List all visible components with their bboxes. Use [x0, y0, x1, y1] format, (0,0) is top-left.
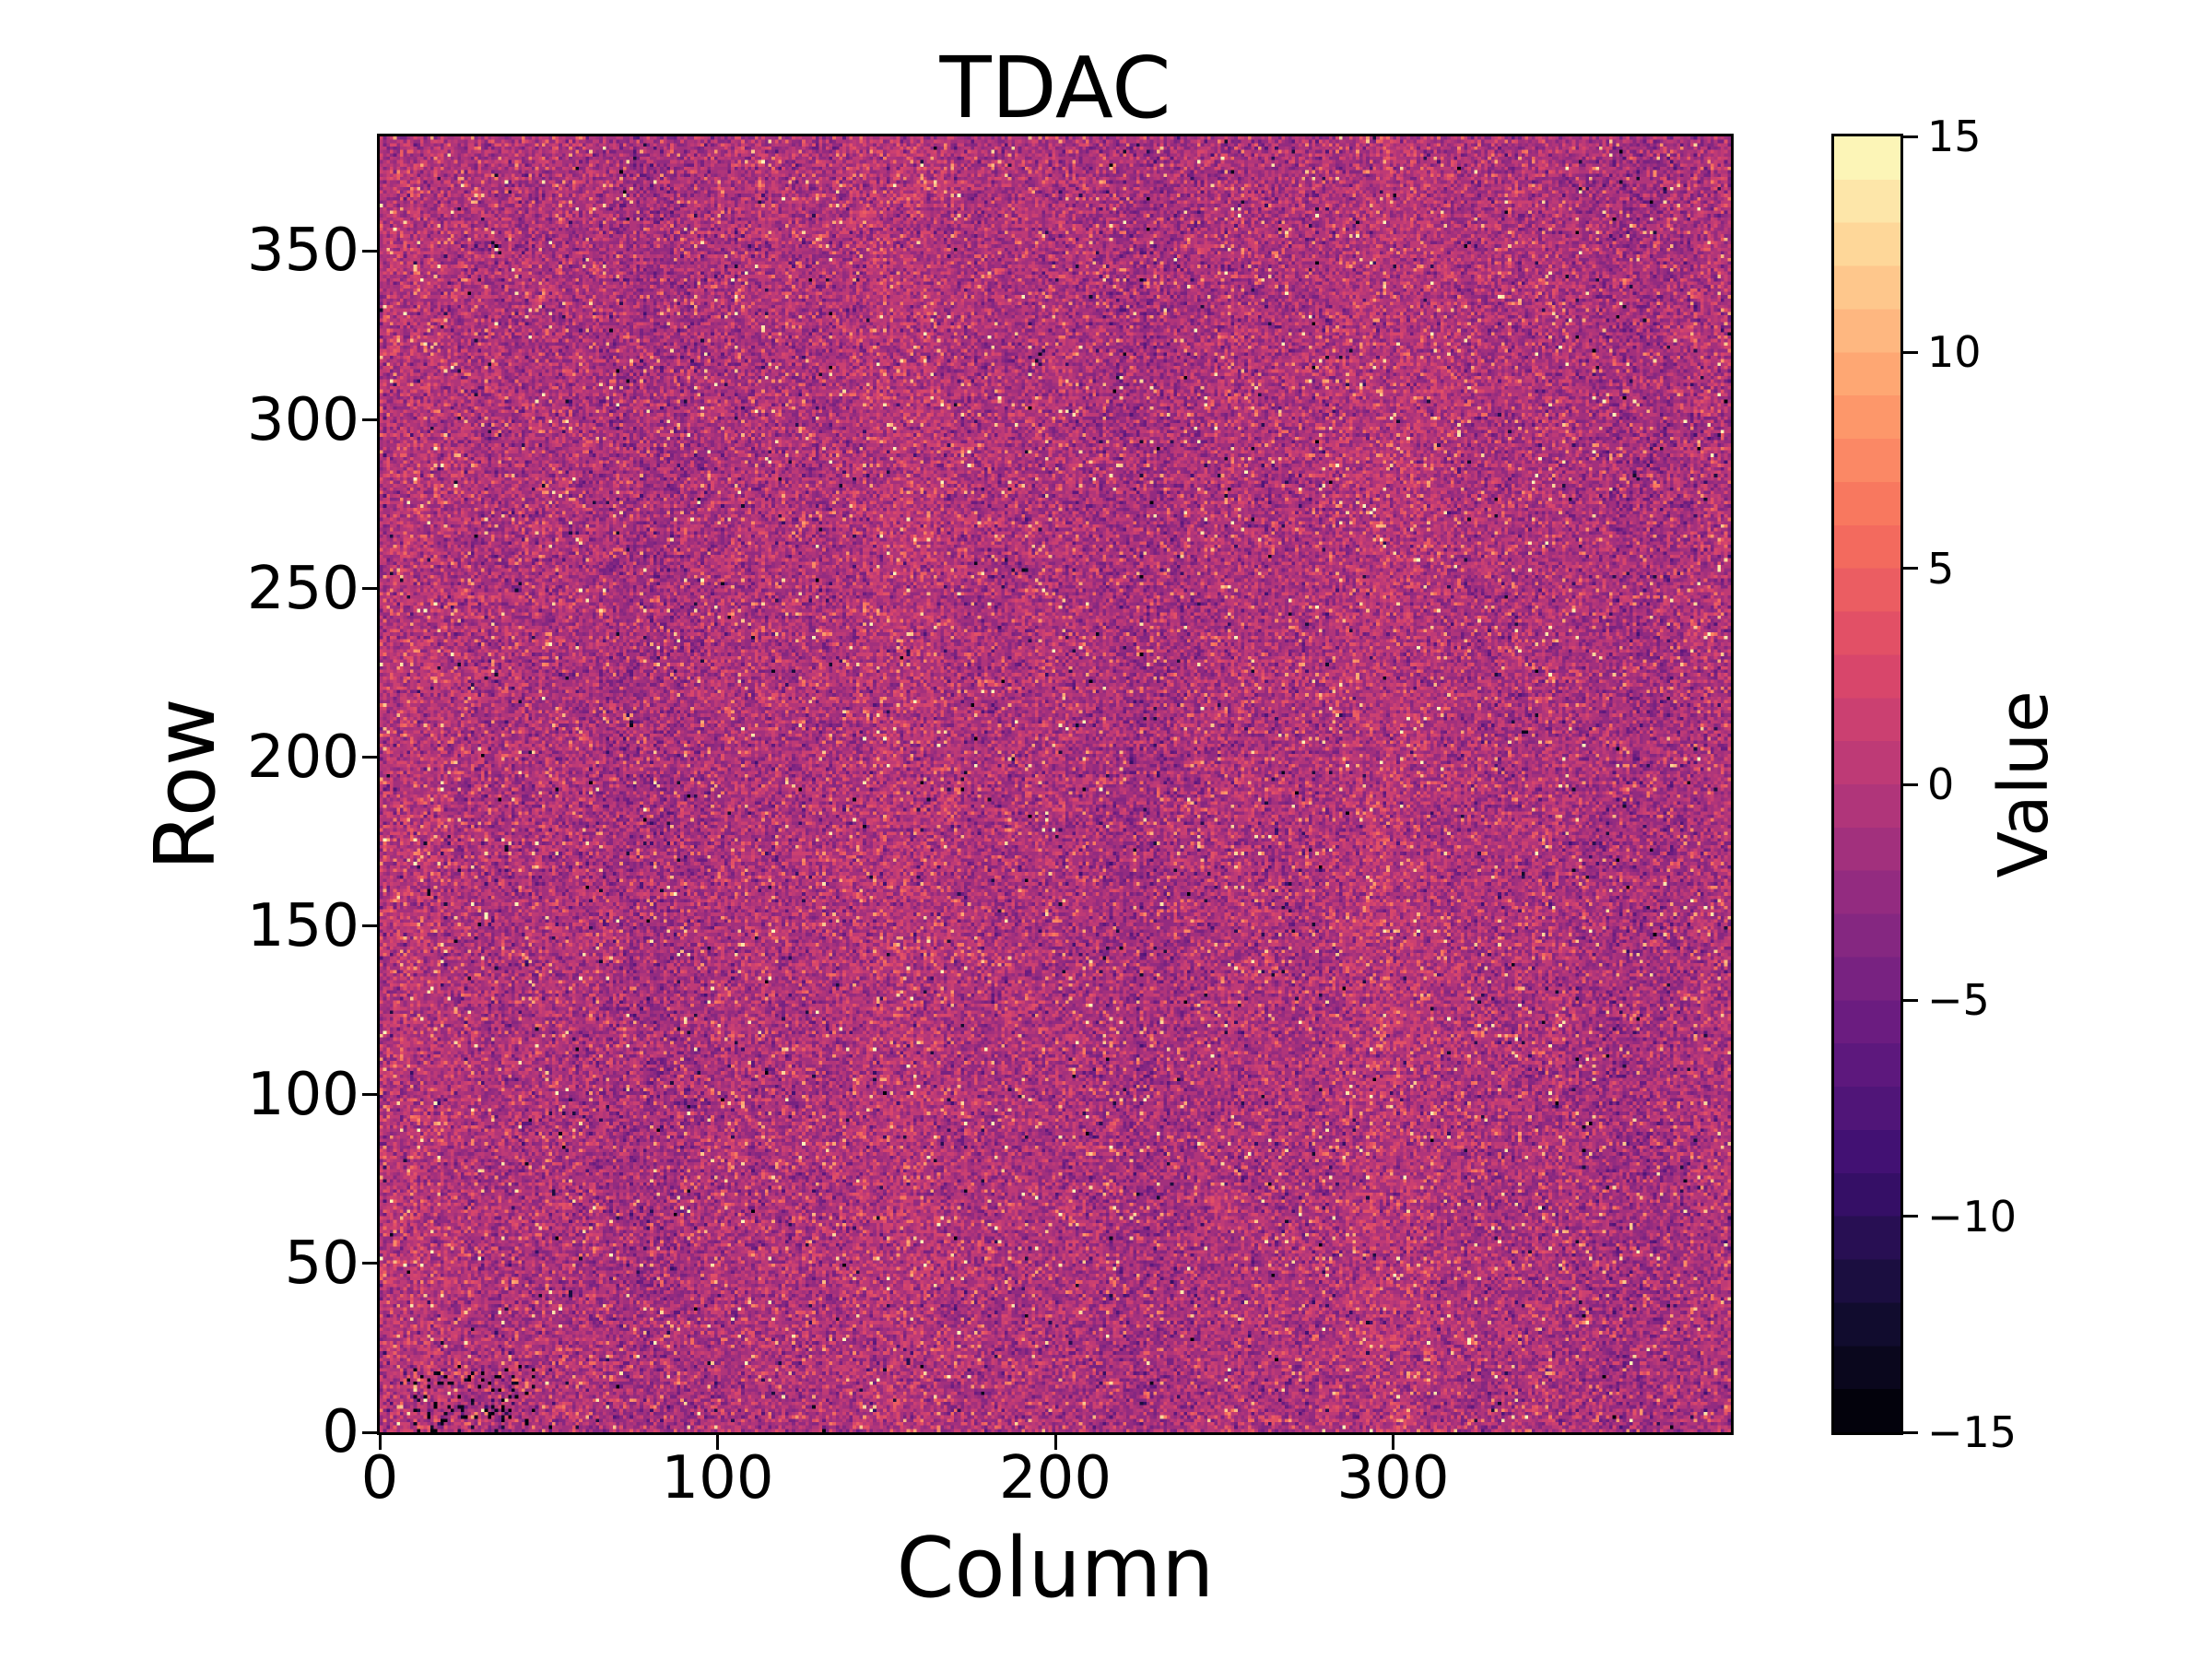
- y-tick-mark: [362, 1093, 377, 1097]
- colorbar-tick-label: −15: [1927, 1407, 2018, 1457]
- colorbar-tick-mark: [1903, 567, 1918, 571]
- plot-axes-border: [377, 134, 1734, 1435]
- colorbar-tick-label: −5: [1927, 975, 1990, 1026]
- y-tick-mark: [362, 418, 377, 422]
- y-tick-label: 250: [246, 554, 359, 623]
- colorbar-gradient: [1834, 136, 1900, 1432]
- colorbar-tick-label: 15: [1927, 112, 1982, 161]
- colorbar-tick-mark: [1903, 135, 1918, 138]
- x-tick-label: 200: [998, 1444, 1112, 1512]
- y-tick-label: 350: [246, 217, 359, 286]
- heatmap-image: [380, 136, 1731, 1432]
- colorbar-border: [1831, 134, 1903, 1435]
- y-tick-mark: [362, 1262, 377, 1265]
- colorbar-label: Value: [1984, 690, 2064, 878]
- x-tick-label: 100: [661, 1444, 774, 1512]
- x-tick-mark: [1053, 1435, 1057, 1450]
- y-tick-mark: [362, 1430, 377, 1434]
- y-tick-label: 100: [246, 1060, 359, 1129]
- y-tick-label: 300: [246, 385, 359, 454]
- y-tick-label: 200: [246, 723, 359, 792]
- x-axis-label: Column: [896, 1520, 1215, 1617]
- chart-title: TDAC: [939, 39, 1171, 137]
- colorbar-tick-mark: [1903, 782, 1918, 786]
- x-tick-mark: [716, 1435, 719, 1450]
- colorbar-tick-label: 10: [1927, 327, 1982, 378]
- y-tick-mark: [362, 924, 377, 928]
- colorbar-tick-label: 5: [1927, 543, 1955, 594]
- y-tick-label: 50: [284, 1229, 359, 1298]
- y-tick-mark: [362, 249, 377, 253]
- colorbar-tick-mark: [1903, 1215, 1918, 1218]
- y-tick-label: 150: [246, 891, 359, 960]
- y-tick-mark: [362, 756, 377, 759]
- colorbar-tick-mark: [1903, 1430, 1918, 1434]
- colorbar-tick-mark: [1903, 350, 1918, 354]
- x-tick-label: 0: [360, 1444, 399, 1512]
- colorbar-tick-mark: [1903, 998, 1918, 1002]
- y-tick-label: 0: [322, 1398, 359, 1466]
- x-tick-mark: [1392, 1435, 1394, 1450]
- x-tick-label: 300: [1336, 1444, 1450, 1512]
- x-tick-mark: [378, 1435, 382, 1450]
- colorbar-tick-label: −10: [1927, 1191, 2018, 1241]
- y-tick-mark: [362, 587, 377, 591]
- colorbar-tick-label: 0: [1927, 759, 1955, 809]
